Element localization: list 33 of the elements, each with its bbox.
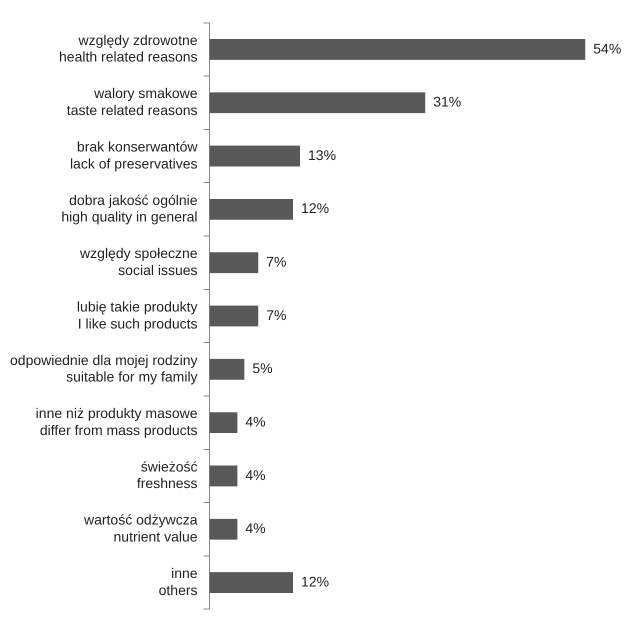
data-label: 4% xyxy=(245,466,266,483)
y-tick-label: dobra jakość ogólnie high quality in general xyxy=(61,192,198,225)
y-tick-label: lubię takie produkty I like such products xyxy=(76,298,198,332)
bar xyxy=(210,198,294,220)
bar xyxy=(210,412,238,434)
data-label: 4% xyxy=(245,413,266,430)
y-tick-label: brak konserwantów lack of preservatives xyxy=(70,138,198,172)
data-label: 12% xyxy=(301,200,330,216)
y-tick-label: świeżość freshness xyxy=(136,458,198,492)
bar xyxy=(210,146,300,166)
y-tick-label: inne niż produkty masowe differ from mass products xyxy=(36,405,198,438)
y-tick-label: inne others xyxy=(158,565,198,598)
y-tick-label: względy społeczne social issues xyxy=(79,245,198,278)
bar xyxy=(210,39,586,60)
data-label: 5% xyxy=(252,360,273,376)
y-tick-label: wartość odżywcza nutrient value xyxy=(82,512,198,544)
data-label: 12% xyxy=(301,573,330,590)
bar xyxy=(210,466,238,486)
data-label: 7% xyxy=(266,254,286,270)
data-label: 4% xyxy=(245,520,266,536)
data-label: 13% xyxy=(308,146,336,163)
bar xyxy=(210,252,258,274)
bar xyxy=(210,572,294,593)
data-label: 54% xyxy=(593,40,622,56)
bar xyxy=(210,92,426,114)
bar xyxy=(210,306,258,326)
y-tick-label: walory smakowe taste related reasons xyxy=(66,85,198,118)
bar xyxy=(210,358,244,380)
data-label: 31% xyxy=(433,94,462,110)
y-tick-label: względy zdrowotne health related reasons xyxy=(59,32,198,65)
bar xyxy=(210,518,238,540)
data-label: 7% xyxy=(266,306,286,323)
y-tick-label: odpowiednie dla mojej rodziny suitable for my family xyxy=(10,352,198,385)
